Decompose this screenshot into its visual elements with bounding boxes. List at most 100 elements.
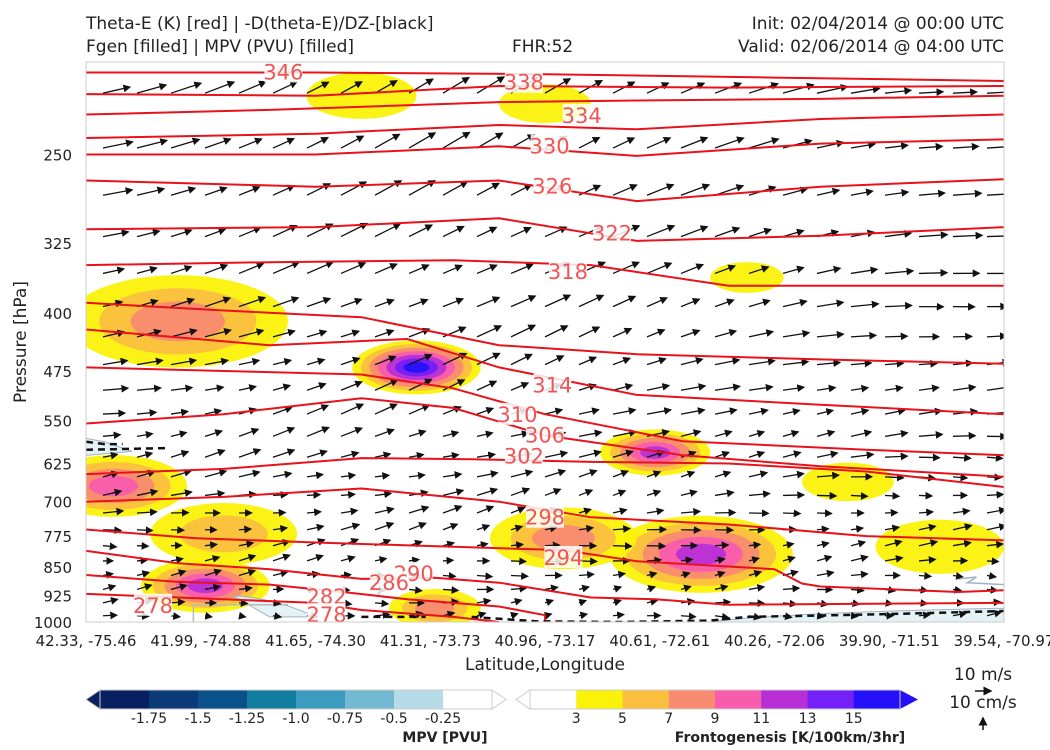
wind-vector <box>408 378 433 391</box>
theta-e-line <box>86 366 1004 457</box>
wind-vector <box>510 134 536 149</box>
wind-vector <box>238 540 255 549</box>
wind-vector <box>510 263 535 275</box>
wind-vector <box>238 328 265 338</box>
wind-vector <box>476 611 487 619</box>
wind-vector <box>986 523 1004 531</box>
wind-vector <box>816 450 839 459</box>
theta-e-label: 318 <box>548 260 588 284</box>
wind-vector <box>306 426 330 437</box>
wind-vector <box>714 508 737 517</box>
wind-vector <box>986 235 1004 238</box>
wind-vector <box>884 87 913 95</box>
wind-vector <box>714 298 735 308</box>
theta-e-label: 338 <box>504 71 544 95</box>
wind-vector <box>680 383 707 391</box>
wind-vector <box>850 525 865 533</box>
wind-vector <box>306 554 324 562</box>
terrain-line <box>192 603 288 622</box>
wind-vector <box>918 508 935 517</box>
wind-vector <box>204 583 222 592</box>
theta-e-label-bg <box>562 104 601 127</box>
wind-vector <box>816 554 833 563</box>
theta-e-label: 346 <box>263 60 303 84</box>
theta-e-line <box>86 94 1004 116</box>
terrain <box>192 576 1004 622</box>
wind-vector <box>238 568 257 577</box>
y-tick-label: 700 <box>43 494 72 512</box>
theta-e-label-bg <box>134 593 173 616</box>
wind-vector <box>204 263 229 275</box>
wind-vector <box>680 263 705 275</box>
fgen-contour <box>676 543 727 565</box>
wind-vector <box>340 555 356 563</box>
theta-e-line <box>86 113 1004 139</box>
wind-vector <box>510 541 525 549</box>
wind-vector <box>816 491 838 500</box>
fgen-colorbar-swatch <box>622 690 670 709</box>
wind-vector <box>918 189 946 198</box>
wind-vector <box>884 429 909 438</box>
theta-e-label-bg <box>307 585 346 608</box>
theta-e-label: 278 <box>133 594 173 618</box>
wind-vector <box>714 429 733 438</box>
wind-vector <box>782 584 801 593</box>
wind-vector <box>918 231 949 239</box>
wind-vector <box>782 470 805 479</box>
mpv-colorbar-swatch <box>149 690 199 709</box>
wind-vector <box>986 540 1004 549</box>
wind-vector <box>782 298 808 308</box>
wind-vector <box>476 352 501 366</box>
wind-vector <box>204 448 226 458</box>
wind-vector <box>238 448 262 458</box>
wind-vector <box>544 450 569 458</box>
theta-e-line <box>86 328 1004 416</box>
wind-vector <box>204 296 232 308</box>
y-tick-label: 1000 <box>34 614 72 632</box>
wind-vector <box>714 226 741 238</box>
wind-vector <box>340 135 365 149</box>
theta-e-line <box>86 549 1004 606</box>
wind-vector <box>136 612 150 620</box>
theta-e-label-bg <box>526 423 564 446</box>
wind-vector <box>442 405 462 415</box>
wind-vector <box>646 82 670 94</box>
wind-vector <box>884 524 901 533</box>
wind-vector <box>476 597 492 606</box>
x-tick-label: 41.99, -74.88 <box>150 632 251 650</box>
wind-vector <box>748 383 774 392</box>
wind-vector <box>918 491 934 500</box>
wind-vector <box>986 490 1004 499</box>
mpv-colorbar-tick: -1.75 <box>131 711 167 727</box>
wind-vector <box>612 295 637 308</box>
theta-e-label-bg <box>533 373 572 396</box>
wind-vector <box>170 450 190 458</box>
wind-vector <box>408 471 426 480</box>
wind-vector <box>340 81 363 94</box>
wind-vector <box>136 357 164 366</box>
wind-vector <box>510 295 537 308</box>
wind-vector <box>102 229 130 238</box>
wind-vector <box>340 472 357 480</box>
mpv-colorbar: -1.75 -1.5 -1.25 -1.0 -0.75 -0.5 -0.25 <box>85 689 507 727</box>
wind-vector <box>986 387 1004 391</box>
x-tick-label: 40.96, -73.17 <box>495 632 596 650</box>
wind-vector <box>442 430 460 438</box>
fgen-contour <box>89 475 139 497</box>
wind-vector <box>102 571 114 579</box>
theta-e-label: 334 <box>562 104 602 128</box>
plot-frame <box>85 61 1005 623</box>
wind-vector <box>680 612 697 621</box>
mpv-colorbar-label: MPV [PVU] <box>402 730 487 746</box>
wind-vector <box>170 469 193 478</box>
theta-e-label: 298 <box>525 506 565 530</box>
wind-vector <box>272 448 296 458</box>
wind-vector <box>476 487 499 497</box>
wind-vector <box>170 357 198 366</box>
wind-vector <box>612 570 627 579</box>
wind-vector <box>170 408 189 417</box>
wind-vector <box>918 88 945 97</box>
wind-vector <box>680 136 709 149</box>
wind-vector <box>136 138 169 149</box>
wind-vector <box>476 406 495 415</box>
